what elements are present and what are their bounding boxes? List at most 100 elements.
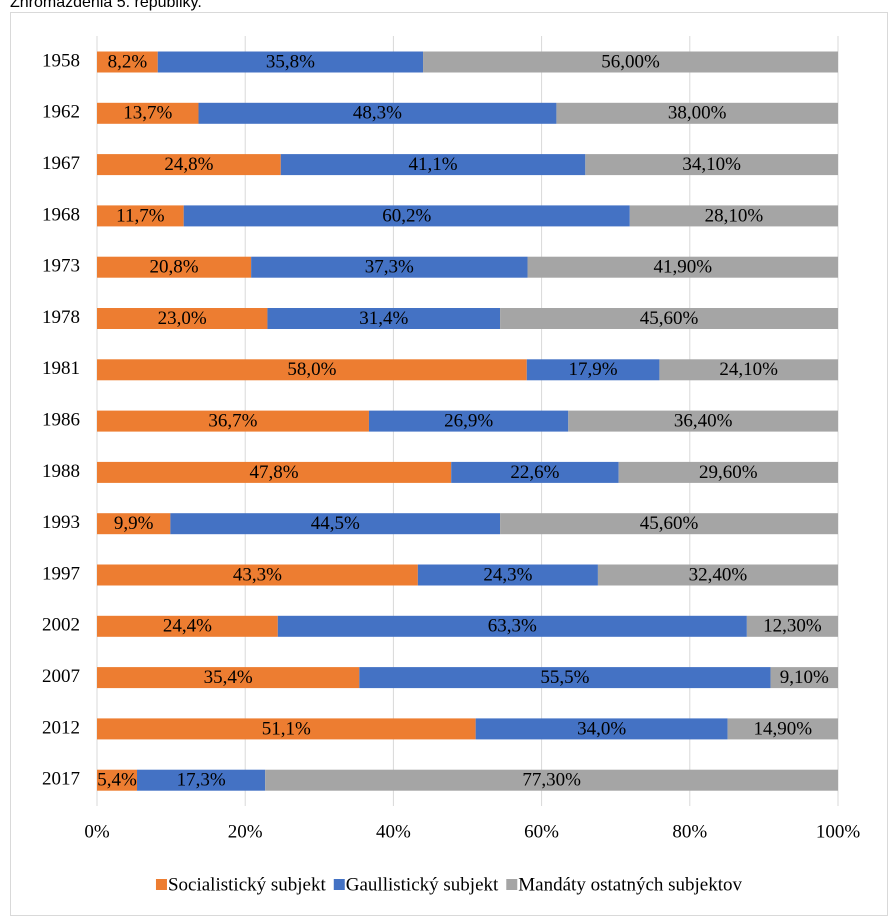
y-tick-label: 2012 [42, 717, 80, 738]
legend-label: Socialistický subjekt [168, 874, 327, 895]
data-label: 41,1% [409, 154, 458, 175]
bar-segment [475, 718, 728, 740]
data-label: 24,8% [164, 154, 213, 175]
data-label: 24,10% [719, 359, 778, 380]
data-label: 35,8% [266, 51, 315, 72]
data-label: 23,0% [158, 308, 207, 329]
data-label: 36,7% [208, 410, 257, 431]
data-label: 58,0% [287, 359, 336, 380]
chart-title: Zhromaždenia 5. republiky. [10, 0, 202, 11]
data-label: 47,8% [250, 462, 299, 483]
bar-segment [659, 359, 838, 381]
data-label: 14,90% [754, 718, 813, 739]
legend-swatch [506, 879, 518, 890]
y-tick-label: 1993 [42, 512, 80, 533]
data-label: 26,9% [444, 410, 493, 431]
data-label: 24,3% [483, 564, 532, 585]
data-label: 13,7% [123, 103, 172, 124]
y-tick-label: 1978 [42, 307, 80, 328]
legend-swatch [155, 879, 167, 890]
bar-segment [97, 461, 452, 483]
data-label: 22,6% [510, 462, 559, 483]
bar-segment [97, 513, 171, 535]
y-tick-label: 1997 [42, 563, 80, 584]
y-tick-label: 1981 [42, 358, 80, 379]
bar-segment [585, 154, 838, 176]
y-tick-label: 1988 [42, 461, 80, 482]
data-label: 12,30% [763, 616, 822, 637]
data-label: 8,2% [108, 51, 148, 72]
bar-segment [451, 461, 619, 483]
bar-segment [97, 102, 199, 124]
legend-swatch [333, 879, 345, 890]
bar-segment [618, 461, 838, 483]
bar-segment [97, 205, 184, 227]
data-label: 20,8% [150, 257, 199, 278]
x-tick-label: 20% [228, 821, 263, 842]
bar-segment [170, 513, 501, 535]
bar-segment [267, 308, 501, 329]
data-label: 45,60% [640, 513, 699, 534]
bar-segment [629, 205, 838, 227]
legend-label: Mandáty ostatných subjektov [518, 874, 742, 895]
bar-segment [417, 564, 598, 586]
data-label: 17,9% [569, 359, 618, 380]
data-label: 77,30% [522, 770, 581, 791]
y-tick-label: 1986 [42, 409, 80, 430]
y-tick-label: 1973 [42, 256, 80, 277]
data-label: 38,00% [668, 103, 727, 124]
bar-segment [97, 359, 527, 381]
y-tick-label: 2007 [42, 666, 80, 687]
bar-segment [277, 615, 747, 637]
bar-segment [97, 410, 369, 432]
data-label: 5,4% [97, 770, 137, 791]
bar-segment [597, 564, 838, 586]
data-label: 24,4% [163, 616, 212, 637]
bar-segment [198, 102, 557, 124]
data-label: 34,10% [682, 154, 741, 175]
data-label: 34,0% [577, 718, 626, 739]
data-label: 45,60% [640, 308, 699, 329]
data-label: 56,00% [601, 51, 660, 72]
data-label: 43,3% [233, 564, 282, 585]
data-label: 28,10% [705, 205, 764, 226]
y-tick-label: 1962 [42, 102, 80, 123]
y-tick-label: 2002 [42, 615, 80, 636]
x-tick-label: 40% [376, 821, 411, 842]
data-label: 29,60% [699, 462, 758, 483]
data-label: 31,4% [359, 308, 408, 329]
bar-segment [97, 51, 158, 73]
y-tick-label: 1967 [42, 153, 80, 174]
data-label: 17,3% [177, 770, 226, 791]
bar-segment [157, 51, 424, 73]
bar-segment [97, 718, 476, 740]
data-label: 36,40% [674, 410, 733, 431]
y-tick-label: 1958 [42, 50, 80, 71]
data-label: 51,1% [262, 718, 311, 739]
bar-segment [359, 667, 771, 689]
bar-segment [500, 513, 838, 535]
x-tick-label: 100% [816, 821, 861, 842]
bar-segment [97, 564, 418, 586]
data-label: 63,3% [488, 616, 537, 637]
bar-segment [183, 205, 630, 227]
bar-segment [97, 769, 138, 791]
bar-segment [500, 308, 838, 329]
chart-border [10, 12, 888, 916]
data-label: 37,3% [365, 257, 414, 278]
data-label: 9,10% [780, 667, 829, 688]
data-label: 41,90% [653, 257, 712, 278]
data-label: 32,40% [689, 564, 748, 585]
data-label: 48,3% [353, 103, 402, 124]
y-tick-label: 1968 [42, 204, 80, 225]
bar-segment [97, 308, 268, 329]
bar-segment [556, 102, 838, 124]
bar-segment [97, 256, 252, 278]
bar-segment [526, 359, 660, 381]
data-label: 9,9% [114, 513, 154, 534]
bar-segment [280, 154, 586, 176]
data-label: 11,7% [116, 205, 165, 226]
bar-segment [568, 410, 838, 432]
